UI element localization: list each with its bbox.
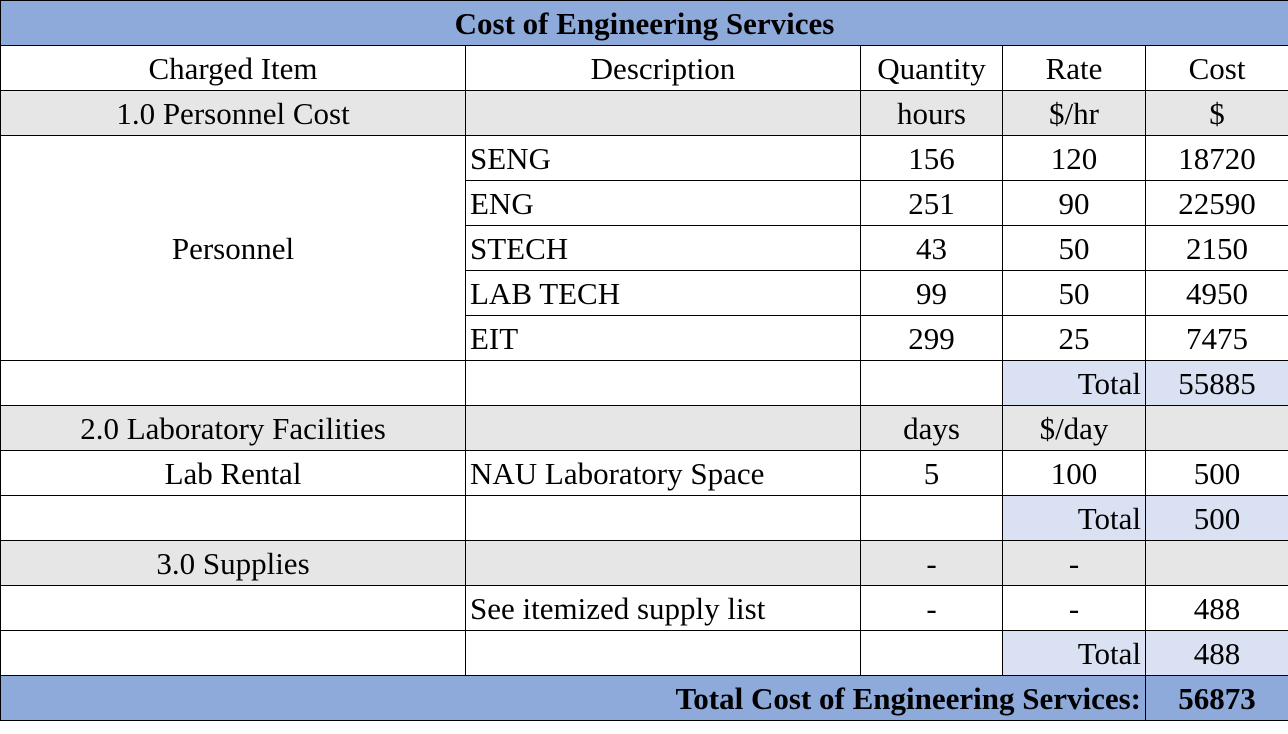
header-cost: Cost (1144, 45, 1288, 91)
personnel-item-label: Personnel (0, 135, 466, 361)
row-cost: 2150 (1144, 225, 1288, 271)
row-description: LAB TECH (465, 270, 861, 316)
row-description: SENG (465, 135, 861, 181)
empty-cell (465, 630, 861, 676)
empty-cell (0, 495, 466, 541)
table-row: EIT 299 25 7475 (1, 315, 1288, 361)
row-quantity: 99 (860, 270, 1003, 316)
personnel-total-row: Total 55885 (0, 360, 1288, 406)
header-charged-item: Charged Item (0, 45, 466, 91)
empty-cell (0, 630, 466, 676)
row-description: ENG (465, 180, 861, 226)
section-personnel: 1.0 Personnel Cost hours $/hr $ (0, 90, 1288, 136)
row-description: EIT (465, 315, 861, 361)
empty-cell (0, 585, 466, 631)
row-cost: 22590 (1144, 180, 1288, 226)
quantity-unit: days (860, 405, 1003, 451)
lab-total-row: Total 500 (0, 495, 1288, 541)
empty-cell (860, 360, 1003, 406)
row-quantity: 156 (860, 135, 1003, 181)
row-rate: 100 (1002, 450, 1146, 496)
row-description: NAU Laboratory Space (465, 450, 861, 496)
row-quantity: 251 (860, 180, 1003, 226)
empty-cell (860, 630, 1003, 676)
row-quantity: 299 (860, 315, 1003, 361)
quantity-unit: - (860, 540, 1003, 586)
rate-unit: - (1002, 540, 1146, 586)
title-row: Cost of Engineering Services (0, 0, 1288, 46)
total-label: Total (1002, 360, 1146, 406)
section-lab: 2.0 Laboratory Facilities days $/day (0, 405, 1288, 451)
empty-cell (0, 360, 466, 406)
row-cost: 500 (1144, 450, 1288, 496)
empty-cell (1144, 405, 1288, 451)
header-quantity: Quantity (860, 45, 1003, 91)
row-rate: 90 (1002, 180, 1146, 226)
rate-unit: $/hr (1002, 90, 1146, 136)
row-rate: 50 (1002, 270, 1146, 316)
row-description: See itemized supply list (465, 585, 861, 631)
row-cost: 4950 (1144, 270, 1288, 316)
table-title: Cost of Engineering Services (0, 0, 1288, 46)
row-description: STECH (465, 225, 861, 271)
header-row: Charged Item Description Quantity Rate C… (0, 45, 1288, 91)
total-value: 500 (1144, 495, 1288, 541)
row-rate: 50 (1002, 225, 1146, 271)
total-value: 55885 (1144, 360, 1288, 406)
row-cost: 488 (1144, 585, 1288, 631)
table-row: LAB TECH 99 50 4950 (1, 270, 1288, 316)
empty-cell (860, 495, 1003, 541)
grand-total-value: 56873 (1144, 675, 1288, 721)
total-label: Total (1002, 630, 1146, 676)
total-value: 488 (1144, 630, 1288, 676)
section-label: 1.0 Personnel Cost (0, 90, 466, 136)
empty-cell (465, 495, 861, 541)
cost-unit: $ (1144, 90, 1288, 136)
row-quantity: 43 (860, 225, 1003, 271)
empty-cell (1144, 540, 1288, 586)
table-row: Personnel SENG 156 120 18720 (0, 135, 1288, 361)
empty-cell (465, 540, 861, 586)
lab-item-label: Lab Rental (0, 450, 466, 496)
supplies-total-row: Total 488 (0, 630, 1288, 676)
row-rate: - (1002, 585, 1146, 631)
empty-cell (465, 360, 861, 406)
total-label: Total (1002, 495, 1146, 541)
header-rate: Rate (1002, 45, 1146, 91)
table-row: Lab Rental NAU Laboratory Space 5 100 50… (0, 450, 1288, 496)
grand-total-label: Total Cost of Engineering Services: (0, 675, 1146, 721)
header-description: Description (465, 45, 861, 91)
row-quantity: - (860, 585, 1003, 631)
empty-cell (465, 90, 861, 136)
section-label: 3.0 Supplies (0, 540, 466, 586)
quantity-unit: hours (860, 90, 1003, 136)
row-rate: 120 (1002, 135, 1146, 181)
section-label: 2.0 Laboratory Facilities (0, 405, 466, 451)
table-row: See itemized supply list - - 488 (0, 585, 1288, 631)
row-cost: 7475 (1144, 315, 1288, 361)
row-cost: 18720 (1144, 135, 1288, 181)
row-rate: 25 (1002, 315, 1146, 361)
empty-cell (465, 405, 861, 451)
rate-unit: $/day (1002, 405, 1146, 451)
row-quantity: 5 (860, 450, 1003, 496)
grand-total-row: Total Cost of Engineering Services: 5687… (0, 675, 1288, 721)
section-supplies: 3.0 Supplies - - (0, 540, 1288, 586)
